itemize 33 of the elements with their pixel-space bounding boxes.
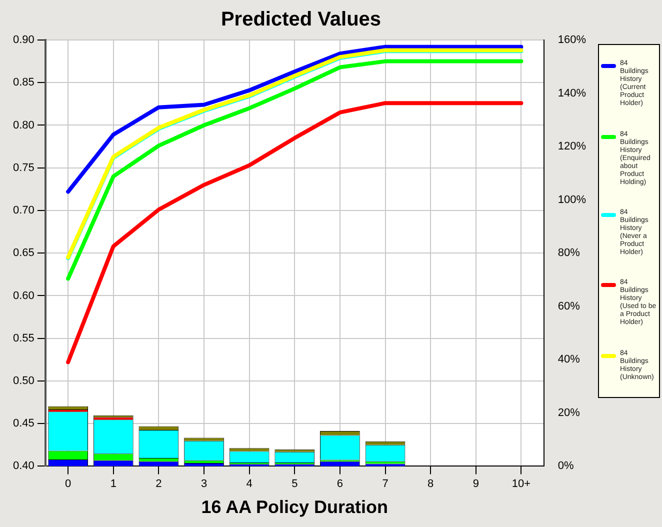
x-tick-label: 4 bbox=[246, 478, 252, 490]
y2-tick-label: 60% bbox=[558, 300, 580, 312]
y-tick-label: 0.80 bbox=[12, 119, 34, 132]
y2-tick-label: 80% bbox=[558, 247, 580, 260]
y2-tick-label: 140% bbox=[558, 87, 586, 100]
x-axis-title: 16 AA Policy Duration bbox=[201, 497, 388, 518]
y-tick-label: 0.65 bbox=[12, 247, 34, 260]
x-tick-label: 9 bbox=[472, 478, 479, 490]
y-tick-label: 0.90 bbox=[12, 34, 34, 46]
x-tick-label: 7 bbox=[382, 478, 388, 490]
y-tick-label: 0.50 bbox=[12, 374, 34, 387]
chart-title: Predicted Values bbox=[220, 8, 382, 31]
y-tick-label: 0.55 bbox=[12, 332, 34, 344]
y2-tick-label: 40% bbox=[558, 354, 580, 366]
x-tick-label: 3 bbox=[200, 478, 208, 490]
x-tick-label: 6 bbox=[336, 478, 344, 490]
y2-tick-label: 120% bbox=[558, 140, 586, 153]
y2-tick-label: 0% bbox=[558, 460, 574, 472]
x-tick-label: 10+ bbox=[512, 478, 531, 490]
x-tick-label: 1 bbox=[110, 478, 116, 490]
x-tick-label: 2 bbox=[156, 478, 162, 490]
x-tick-label: 8 bbox=[428, 478, 434, 490]
y-tick-label: 0.45 bbox=[12, 418, 34, 430]
y-tick-label: 0.75 bbox=[12, 162, 34, 174]
y2-tick-label: 160% bbox=[558, 34, 586, 46]
y-tick-label: 0.60 bbox=[12, 290, 34, 302]
x-tick-label: 0 bbox=[65, 478, 72, 490]
y-tick-label: 0.85 bbox=[12, 76, 34, 89]
x-tick-label: 5 bbox=[292, 478, 298, 490]
y-tick-label: 0.70 bbox=[12, 204, 34, 217]
y-tick-label: 0.40 bbox=[12, 460, 34, 472]
y2-tick-label: 100% bbox=[558, 194, 586, 206]
y2-tick-label: 20% bbox=[558, 406, 580, 419]
